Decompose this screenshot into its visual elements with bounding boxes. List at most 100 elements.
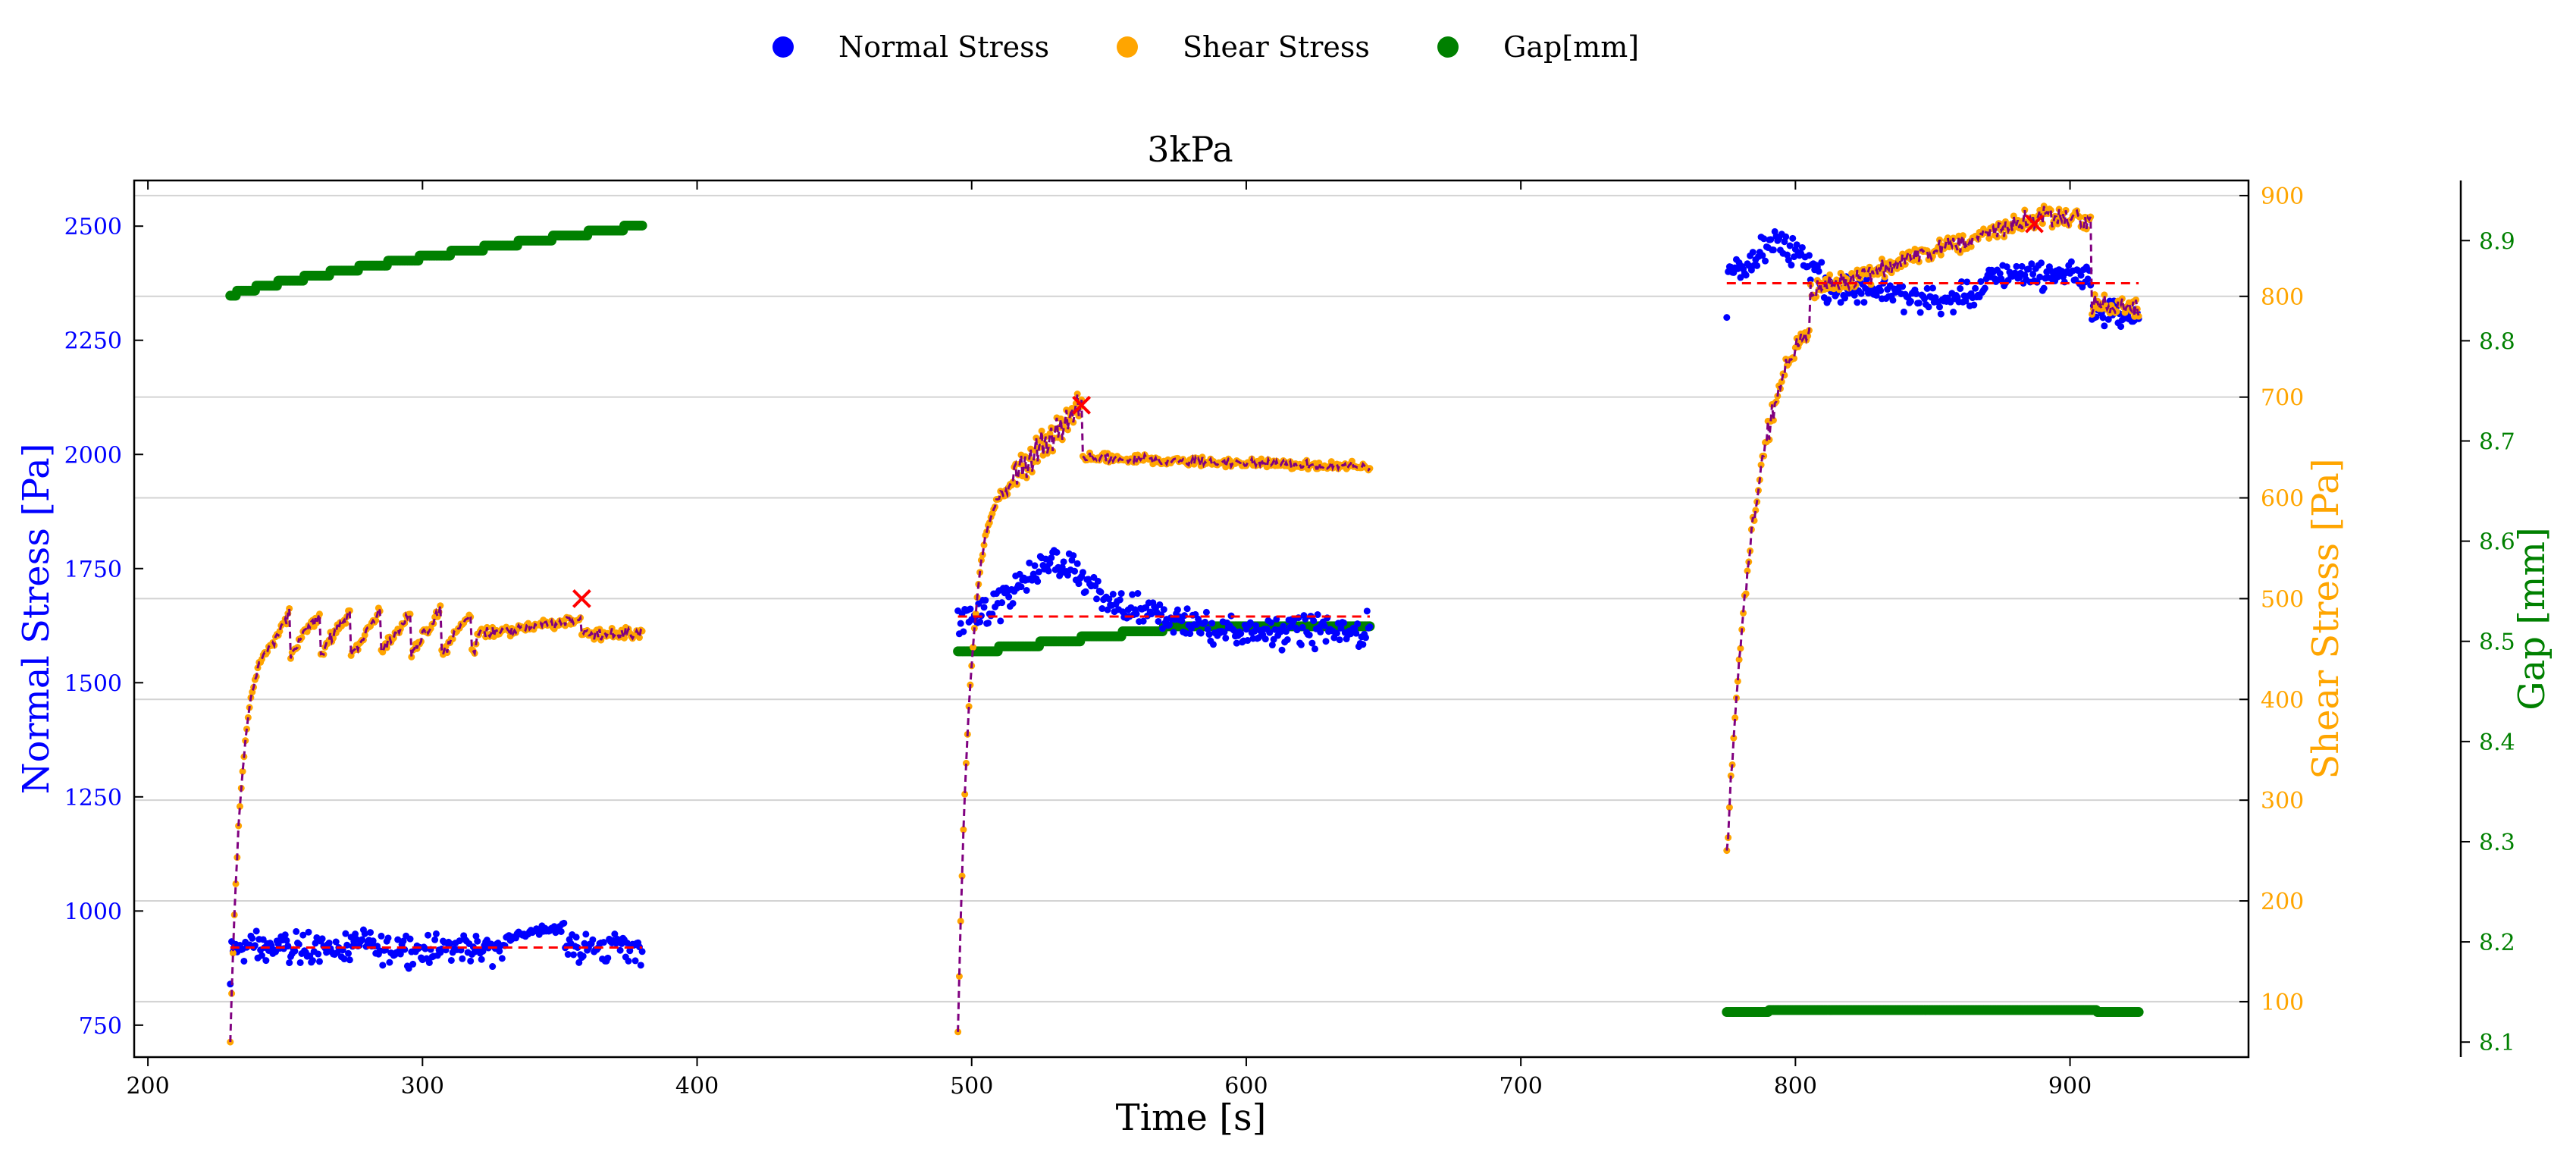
normal-stress-point-448 [1156, 601, 1164, 608]
normal-stress-point-507 [1237, 630, 1245, 638]
normal-stress-point-629 [1760, 235, 1768, 243]
shear-stress-point-7 [236, 802, 243, 810]
normal-stress-point-378 [1060, 558, 1067, 566]
legend-label-shear-stress: Shear Stress [1183, 30, 1370, 64]
shear-stress-point-355 [1028, 468, 1036, 475]
normal-stress-point-72 [325, 939, 333, 946]
normal-stress-point-563 [1314, 611, 1321, 619]
normal-stress-point-536 [1277, 628, 1284, 635]
shear-stress-point-312 [970, 644, 977, 651]
shear-stress-point-642 [1778, 378, 1785, 385]
normal-stress-point-730 [1899, 283, 1907, 290]
normal-stress-point-458 [1170, 629, 1177, 636]
gap-axis: 8.1 8.2 8.3 8.4 8.5 8.6 8.7 8.8 8.9 [2459, 180, 2515, 1057]
normal-stress-point-787 [1977, 278, 1985, 285]
normal-stress-point-512 [1244, 637, 1252, 645]
legend-marker-gap [1437, 36, 1459, 58]
normal-stress-point-669 [1815, 268, 1822, 275]
normal-stress-point-40 [281, 931, 289, 939]
normal-stress-point-801 [1996, 270, 2004, 278]
normal-stress-point-580 [1337, 624, 1345, 632]
y-right2-tick-label-1: 8.2 [2479, 930, 2515, 956]
normal-stress-point-406 [1098, 605, 1106, 613]
normal-stress-point-557 [1305, 631, 1313, 639]
normal-stress-point-700 [1857, 290, 1865, 297]
normal-stress-point-517 [1251, 627, 1258, 635]
shear-stress-point-87 [346, 607, 353, 614]
grid-lines [134, 194, 2249, 1003]
normal-stress-point-333 [998, 599, 1006, 607]
normal-stress-point-495 [1221, 628, 1228, 635]
normal-stress-point-392 [1079, 569, 1086, 576]
normal-stress-point-368 [1046, 560, 1054, 567]
normal-stress-point-272 [600, 939, 607, 946]
legend-label-normal-stress: Normal Stress [838, 30, 1049, 64]
normal-stress-point-258 [581, 940, 588, 947]
y-right2-tick-label-4: 8.5 [2479, 629, 2515, 656]
normal-stress-point-65 [315, 958, 323, 965]
normal-stress-point-10 [240, 957, 248, 965]
normal-stress-point-565 [1317, 628, 1324, 635]
normal-stress-point-451 [1160, 606, 1167, 613]
normal-stress-point-649 [1788, 262, 1795, 269]
normal-stress-point-323 [984, 620, 992, 627]
normal-stress-point-560 [1310, 617, 1318, 625]
normal-stress-point-742 [1915, 300, 1923, 307]
normal-stress-point-757 [1936, 303, 1944, 311]
normal-stress-point-582 [1340, 619, 1348, 626]
normal-stress-point-402 [1093, 595, 1101, 603]
shear-stress-point-307 [962, 759, 970, 767]
normal-stress-point-749 [1925, 303, 1932, 311]
normal-stress-point-602 [1723, 314, 1731, 322]
normal-stress-point-167 [456, 937, 463, 945]
normal-stress-point-179 [472, 932, 480, 940]
normal-stress-point-822 [2025, 265, 2032, 273]
normal-stress-point-26 [262, 957, 270, 965]
normal-stress-point-414 [1109, 591, 1117, 598]
shear-stress-point-43 [286, 604, 293, 612]
normal-stress-point-481 [1202, 618, 1209, 626]
y-right-tick-label-2: 300 [2261, 788, 2304, 814]
normal-stress-point-431 [1133, 610, 1140, 617]
normal-stress-point-122 [394, 936, 402, 943]
normal-stress-point-853 [2067, 258, 2075, 265]
normal-stress-point-484 [1205, 631, 1213, 639]
y-right2-tick-label-5: 8.6 [2479, 529, 2515, 556]
peak-marker-b-1 [1072, 395, 1092, 415]
normal-stress-point-758 [1937, 310, 1945, 318]
normal-stress-point-577 [1333, 629, 1340, 637]
shear-stress-point-302 [955, 973, 963, 981]
shear-stress-point-131 [406, 610, 414, 618]
normal-stress-point-817 [2018, 262, 2026, 270]
normal-stress-point-592 [1354, 620, 1362, 628]
shear-stress-point-832 [2039, 220, 2046, 227]
normal-stress-point-320 [980, 604, 988, 611]
shear-stress-point-9 [239, 767, 246, 775]
normal-stress-point-559 [1308, 639, 1316, 647]
normal-stress-point-360 [1035, 568, 1042, 576]
shear-stress-point-298 [635, 634, 643, 642]
normal-stress-point-538 [1280, 623, 1287, 630]
x-tick-label-4: 600 [1224, 1073, 1268, 1100]
normal-stress-point-880 [2104, 315, 2112, 323]
normal-stress-point-704 [1863, 276, 1871, 284]
normal-stress-point-47 [291, 947, 299, 955]
normal-stress-point-752 [1929, 284, 1936, 292]
normal-stress-point-776 [1962, 297, 1970, 305]
normal-stress-point-196 [496, 947, 503, 955]
normal-stress-point-514 [1246, 619, 1254, 626]
normal-stress-point-42 [284, 943, 292, 950]
x-axis-label: Time [s] [1116, 1097, 1267, 1139]
normal-stress-point-259 [582, 930, 590, 938]
normal-stress-point-685 [1837, 299, 1844, 306]
y-left-tick-label-7: 2500 [64, 214, 122, 240]
normal-stress-point-394 [1082, 588, 1089, 595]
shear-stress-point-627 [1757, 461, 1765, 469]
chart-title: 3kPa [1147, 129, 1233, 170]
normal-stress-point-321 [982, 597, 989, 604]
normal-stress-point-461 [1174, 606, 1181, 613]
normal-stress-point-252 [572, 934, 580, 941]
gap-point-300 [637, 220, 647, 231]
normal-stress-point-142 [421, 945, 429, 952]
normal-stress-point-86 [345, 949, 353, 957]
